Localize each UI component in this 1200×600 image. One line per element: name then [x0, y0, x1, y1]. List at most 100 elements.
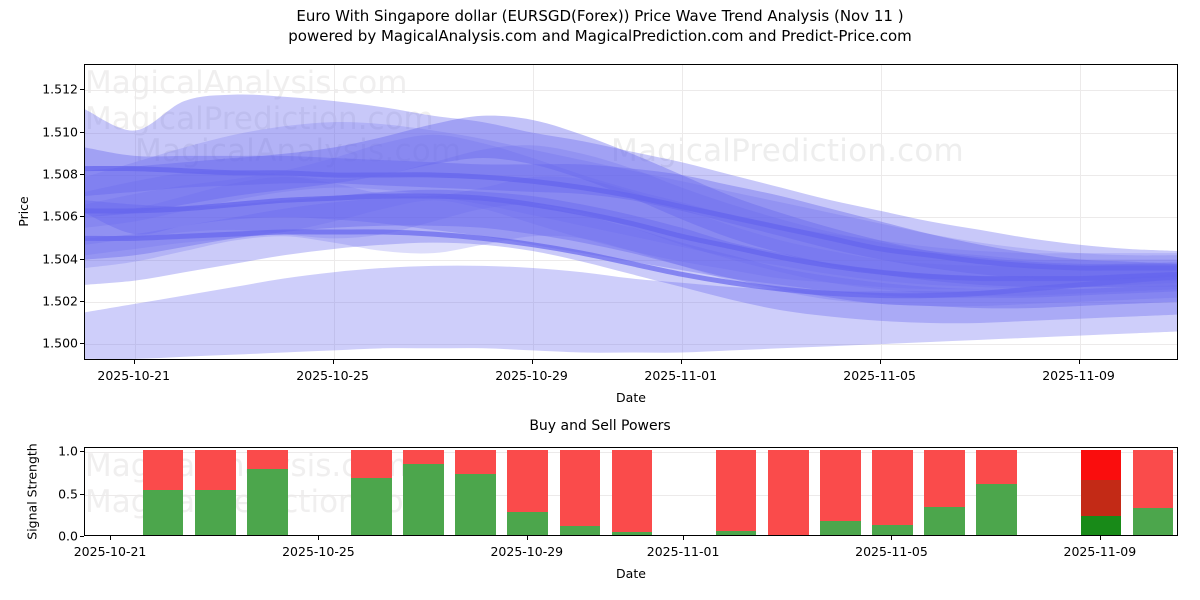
bar-segment-buy — [611, 531, 653, 535]
y-axis-tickmark — [80, 301, 84, 302]
bar-segment-sell — [351, 450, 392, 479]
y-axis-tickmark — [80, 216, 84, 217]
bar-stack[interactable] — [976, 450, 1017, 535]
wave-core-line — [85, 229, 1177, 299]
y-axis-title: Price — [15, 196, 31, 227]
bar-segment-buy — [194, 490, 236, 535]
wave-band — [85, 265, 1177, 359]
x-axis-tick-label: 2025-11-09 — [1063, 544, 1137, 559]
bar-stack[interactable] — [715, 450, 757, 535]
bar-segment-sell — [247, 450, 288, 469]
gridline-horizontal — [85, 175, 1177, 176]
bar-segment-buy — [1132, 507, 1174, 535]
bar-segment-buy — [351, 478, 392, 535]
bar-segment-buy — [455, 473, 497, 535]
x-axis-tickmark — [110, 536, 111, 540]
buy-sell-powers-title: Buy and Sell Powers — [529, 418, 671, 434]
y-axis-tickmark — [80, 132, 84, 133]
bar-stack[interactable] — [1132, 450, 1174, 535]
x-axis-tick-label: 2025-11-01 — [646, 544, 720, 559]
x-axis-tickmark — [891, 536, 892, 540]
bar-segment-sell — [1132, 450, 1174, 508]
x-axis-tick-label: 2025-10-29 — [495, 368, 568, 383]
x-axis-tickmark — [527, 536, 528, 540]
x-axis-tickmark — [1100, 536, 1101, 540]
bar-stack[interactable] — [924, 450, 965, 535]
bar-segment-sell — [403, 450, 444, 464]
bar-stack[interactable] — [820, 450, 861, 535]
x-axis-tickmark — [880, 360, 881, 364]
bar-segment-buy — [559, 525, 601, 535]
bar-stack[interactable] — [559, 450, 601, 535]
bar-segment-sell — [820, 450, 861, 521]
bar-stack[interactable] — [194, 450, 236, 535]
gridline-horizontal — [85, 344, 1177, 345]
x-axis-title: Date — [616, 390, 646, 405]
bar-segment-buy — [820, 520, 861, 535]
gridline-vertical — [881, 65, 882, 359]
wave-band — [85, 115, 1177, 288]
wave-band — [85, 145, 1177, 296]
bar-stack[interactable] — [351, 450, 392, 535]
x-axis-tickmark — [532, 360, 533, 364]
wave-band — [85, 189, 1177, 309]
bar-stack[interactable] — [403, 450, 444, 535]
y-axis-tick-label: 1.504 — [42, 251, 78, 266]
bar-segment-sell — [1080, 450, 1122, 480]
y-axis-tickmark — [80, 343, 84, 344]
bar-stack[interactable] — [142, 450, 184, 535]
bar-stack[interactable] — [611, 450, 653, 535]
bar-segment-buy-overlap — [1080, 515, 1122, 535]
y-axis-tick-label: 1.510 — [42, 124, 78, 140]
bar-segment-sell — [142, 450, 184, 491]
price-wave-plot-area: MagicalAnalysis.com MagicalPrediction.com… — [84, 64, 1178, 360]
y-axis-tickmark — [80, 174, 84, 175]
bar-segment-sell — [924, 450, 965, 508]
x-axis-tick-label: 2025-10-29 — [490, 544, 564, 559]
wave-band — [85, 147, 1177, 281]
wave-core-line — [85, 165, 1177, 271]
gridline-horizontal — [85, 133, 1177, 134]
y-axis-tickmark — [80, 451, 84, 452]
bar-stack[interactable] — [1080, 450, 1122, 535]
page-title: Euro With Singapore dollar (EURSGD(Forex… — [0, 6, 1200, 46]
gridline-vertical — [682, 65, 683, 359]
bar-segment-sell — [194, 450, 236, 491]
bar-segment-buy — [976, 484, 1017, 535]
bar-stack[interactable] — [767, 450, 809, 535]
bar-segment-sell — [611, 450, 653, 532]
y-axis-tick-label: 1.502 — [42, 293, 78, 309]
gridline-horizontal — [85, 302, 1177, 303]
x-axis-tick-label: 2025-11-09 — [1042, 368, 1115, 383]
bar-stack[interactable] — [507, 450, 549, 535]
y-axis-tickmark — [80, 259, 84, 260]
y-axis-tick-label: 0.5 — [58, 486, 78, 502]
bar-stack[interactable] — [455, 450, 497, 535]
bar-segment-sell — [872, 450, 913, 525]
bar-stack[interactable] — [872, 450, 913, 535]
gridline-vertical — [533, 65, 534, 359]
bar-segment-sell — [715, 450, 757, 531]
bar-segment-sell-overlap — [1080, 479, 1122, 516]
title-line-1: Euro With Singapore dollar (EURSGD(Forex… — [296, 7, 904, 25]
x-axis-tick-label: 2025-10-21 — [97, 368, 171, 383]
x-axis-tickmark — [681, 360, 682, 364]
bar-segment-buy — [872, 524, 913, 535]
bar-segment-sell — [559, 450, 601, 526]
title-line-2: powered by MagicalAnalysis.com and Magic… — [288, 27, 912, 45]
x-axis-tick-label: 2025-10-21 — [73, 544, 147, 559]
bar-segment-sell — [976, 450, 1017, 485]
bar-stack[interactable] — [247, 450, 288, 535]
x-axis-tick-label: 2025-10-25 — [282, 544, 355, 559]
bar-segment-buy — [507, 512, 549, 535]
y-axis-tick-label: 1.500 — [42, 335, 78, 351]
bar-segment-buy — [715, 530, 757, 535]
wave-band — [85, 196, 1177, 324]
x-axis-tickmark — [1079, 360, 1080, 364]
y-axis-tick-label: 1.506 — [42, 208, 78, 224]
wave-band — [85, 122, 1177, 290]
y-axis-tickmark — [80, 536, 84, 537]
wave-core-line — [85, 193, 1177, 282]
gridline-vertical — [1080, 65, 1081, 359]
